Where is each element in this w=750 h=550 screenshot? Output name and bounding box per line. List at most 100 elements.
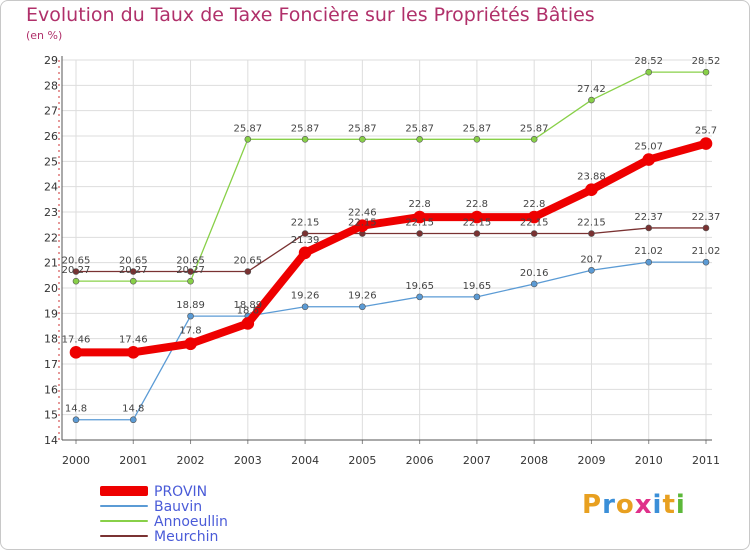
data-label-annoeullin: 20.27 bbox=[119, 265, 148, 276]
data-label-annoeullin: 25.87 bbox=[520, 123, 549, 134]
data-point-meurchin bbox=[530, 230, 538, 237]
legend-label-meurchin: Meurchin bbox=[154, 529, 219, 545]
data-point-bauvin bbox=[588, 266, 595, 274]
legend-label-annoeullin: Annoeullin bbox=[154, 514, 228, 530]
x-tick-label: 2008 bbox=[520, 454, 548, 467]
y-tick-label: 14 bbox=[44, 434, 58, 447]
data-label-annoeullin: 27.42 bbox=[577, 84, 606, 95]
data-label-annoeullin: 25.87 bbox=[233, 123, 262, 134]
data-point-annoeullin bbox=[187, 277, 194, 285]
x-tick-label: 2004 bbox=[291, 454, 319, 467]
data-point-annoeullin bbox=[702, 68, 710, 76]
data-point-bauvin bbox=[530, 280, 538, 288]
y-tick-label: 22 bbox=[44, 231, 58, 244]
legend-swatch-annoeullin bbox=[100, 520, 148, 522]
data-label-meurchin: 20.65 bbox=[62, 256, 91, 267]
data-label-bauvin: 20.16 bbox=[520, 268, 549, 279]
data-label-meurchin: 22.37 bbox=[634, 212, 663, 223]
logo-letter: o bbox=[615, 490, 635, 520]
data-label-bauvin: 19.26 bbox=[291, 291, 320, 302]
data-label-annoeullin: 25.87 bbox=[348, 123, 377, 134]
line-chart: 14 15 16 17 18 19 20 21 22 23 24 25 26 27 28 29 2000 2001… bbox=[44, 54, 721, 467]
data-point-meurchin bbox=[187, 268, 194, 275]
data-label-meurchin: 22.15 bbox=[463, 218, 492, 229]
grid-lines bbox=[62, 59, 712, 441]
logo-letter: i bbox=[675, 490, 686, 520]
data-label-bauvin: 21.02 bbox=[692, 246, 721, 257]
data-label-provin: 22.8 bbox=[409, 199, 431, 210]
x-tick-label: 2002 bbox=[177, 454, 205, 467]
y-tick-label: 24 bbox=[44, 181, 58, 194]
data-label-meurchin: 22.15 bbox=[405, 218, 434, 229]
x-tick-label: 2007 bbox=[463, 454, 491, 467]
x-tick-label: 2005 bbox=[348, 454, 376, 467]
data-label-meurchin: 22.15 bbox=[348, 218, 377, 229]
data-point-bauvin bbox=[129, 416, 137, 424]
data-point-provin bbox=[527, 210, 541, 224]
logo-letter: x bbox=[634, 490, 653, 520]
legend-swatch-meurchin bbox=[100, 535, 148, 537]
data-label-provin: 21.39 bbox=[291, 235, 320, 246]
x-tick-label: 2011 bbox=[692, 454, 720, 467]
data-label-meurchin: 20.65 bbox=[176, 256, 205, 267]
data-label-provin: 22.8 bbox=[523, 199, 545, 210]
data-point-annoeullin bbox=[473, 135, 481, 143]
series-line-provin bbox=[72, 139, 710, 357]
x-tick-label: 2000 bbox=[62, 454, 90, 467]
y-tick-label: 28 bbox=[44, 79, 58, 92]
data-label-bauvin: 19.65 bbox=[405, 281, 434, 292]
data-label-annoeullin: 25.87 bbox=[291, 123, 320, 134]
data-label-annoeullin: 25.87 bbox=[463, 123, 492, 134]
data-point-bauvin bbox=[702, 258, 710, 266]
data-label-provin: 18.6 bbox=[237, 305, 259, 316]
data-point-annoeullin bbox=[416, 135, 423, 143]
data-point-bauvin bbox=[301, 303, 309, 311]
data-point-bauvin bbox=[359, 303, 366, 311]
data-point-meurchin bbox=[645, 224, 653, 232]
data-point-meurchin bbox=[129, 268, 137, 275]
legend-swatch-bauvin bbox=[100, 505, 148, 507]
data-labels: 20.27 20.27 20.27 25.87 25.87 25.87 25.87 25.87… bbox=[62, 56, 721, 415]
data-label-provin: 25.07 bbox=[634, 142, 663, 153]
data-label-meurchin: 20.65 bbox=[119, 256, 148, 267]
data-point-provin bbox=[69, 346, 83, 359]
y-tick-label: 23 bbox=[44, 206, 58, 219]
data-label-provin: 17.8 bbox=[179, 326, 201, 337]
y-tick-label: 18 bbox=[44, 333, 58, 346]
x-tick-label: 2006 bbox=[406, 454, 434, 467]
y-tick-label: 16 bbox=[44, 383, 58, 396]
y-tick-label: 29 bbox=[44, 54, 58, 67]
axes: 14 15 16 17 18 19 20 21 22 23 24 25 26 27 28 29 2000 2001… bbox=[44, 54, 720, 467]
y-tick-label: 27 bbox=[44, 105, 58, 118]
data-label-annoeullin: 28.52 bbox=[692, 56, 721, 67]
y-tick-label: 26 bbox=[44, 130, 58, 143]
data-label-annoeullin: 25.87 bbox=[405, 123, 434, 134]
logo-letter: t bbox=[662, 490, 676, 520]
data-point-annoeullin bbox=[359, 135, 366, 143]
unit-label: (en %) bbox=[26, 29, 63, 42]
data-label-provin: 22.8 bbox=[466, 199, 488, 210]
data-label-meurchin: 22.15 bbox=[520, 218, 549, 229]
data-point-annoeullin bbox=[588, 96, 595, 104]
data-point-provin bbox=[298, 246, 312, 260]
data-point-bauvin bbox=[187, 312, 194, 320]
data-point-annoeullin bbox=[301, 135, 309, 143]
data-label-bauvin: 19.26 bbox=[348, 291, 377, 302]
data-label-meurchin: 20.65 bbox=[233, 256, 262, 267]
data-point-annoeullin bbox=[72, 277, 80, 285]
data-label-provin: 23.88 bbox=[577, 172, 606, 183]
data-point-provin bbox=[413, 210, 426, 224]
series-line-meurchin bbox=[75, 227, 707, 273]
data-point-annoeullin bbox=[129, 277, 137, 285]
x-tick-label: 2009 bbox=[577, 454, 605, 467]
data-point-bauvin bbox=[645, 258, 653, 266]
data-point-provin bbox=[126, 346, 140, 359]
data-point-annoeullin bbox=[244, 135, 252, 143]
data-label-bauvin: 18.89 bbox=[176, 300, 205, 311]
proxiti-logo: Proxiti bbox=[582, 490, 686, 520]
data-point-meurchin bbox=[416, 230, 423, 237]
legend-item-bauvin: Bauvin bbox=[100, 499, 320, 515]
y-tick-label: 19 bbox=[44, 307, 58, 320]
y-tick-label: 25 bbox=[44, 155, 58, 168]
data-label-provin: 17.46 bbox=[62, 334, 91, 345]
